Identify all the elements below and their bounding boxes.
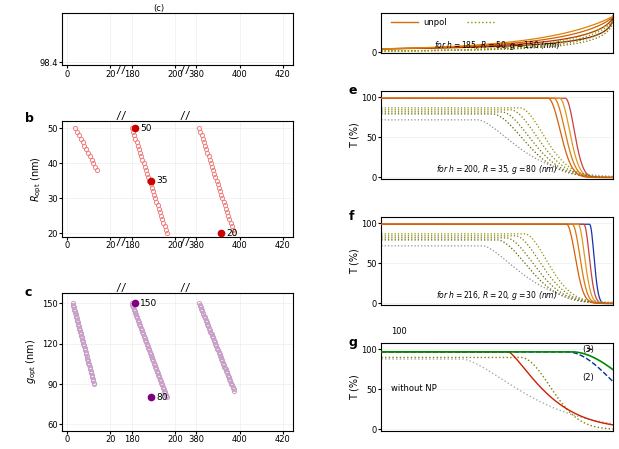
Y-axis label: T (%): T (%) — [350, 248, 360, 274]
Text: f: f — [349, 210, 355, 223]
Text: 20: 20 — [226, 229, 238, 238]
Text: (3): (3) — [582, 345, 595, 354]
Text: //: // — [115, 237, 127, 247]
Text: //: // — [180, 111, 192, 121]
Text: //: // — [180, 283, 192, 293]
Text: unpol: unpol — [423, 18, 447, 26]
Text: 80: 80 — [156, 393, 168, 402]
Text: 50: 50 — [140, 124, 152, 133]
Text: for $h = 200$, $R = 35$, $g = 80$ (nm): for $h = 200$, $R = 35$, $g = 80$ (nm) — [436, 163, 558, 176]
Text: 35: 35 — [156, 176, 168, 185]
Text: for $h = 185$, $R = 50$, $g = 150$ (nm): for $h = 185$, $R = 50$, $g = 150$ (nm) — [434, 40, 560, 53]
Text: (c): (c) — [154, 4, 165, 13]
Text: 150: 150 — [140, 299, 157, 308]
Text: //: // — [180, 66, 192, 75]
Text: for $h = 216$, $R = 20$, $g = 30$ (nm): for $h = 216$, $R = 20$, $g = 30$ (nm) — [436, 289, 558, 302]
Text: 100: 100 — [391, 327, 406, 336]
Text: //: // — [115, 283, 127, 293]
Y-axis label: $R_\mathrm{opt}$ (nm): $R_\mathrm{opt}$ (nm) — [30, 156, 45, 202]
Text: g: g — [349, 336, 358, 349]
Y-axis label: T (%): T (%) — [350, 374, 360, 400]
Text: //: // — [115, 66, 127, 75]
Text: b: b — [25, 112, 34, 125]
Text: //: // — [115, 111, 127, 121]
Text: c: c — [25, 286, 32, 299]
Y-axis label: $g_\mathrm{opt}$ (nm): $g_\mathrm{opt}$ (nm) — [25, 339, 39, 384]
Text: (2): (2) — [582, 373, 594, 382]
Text: e: e — [349, 84, 357, 97]
Text: //: // — [180, 237, 192, 247]
Text: without NP: without NP — [391, 384, 436, 393]
Y-axis label: T (%): T (%) — [350, 122, 360, 148]
